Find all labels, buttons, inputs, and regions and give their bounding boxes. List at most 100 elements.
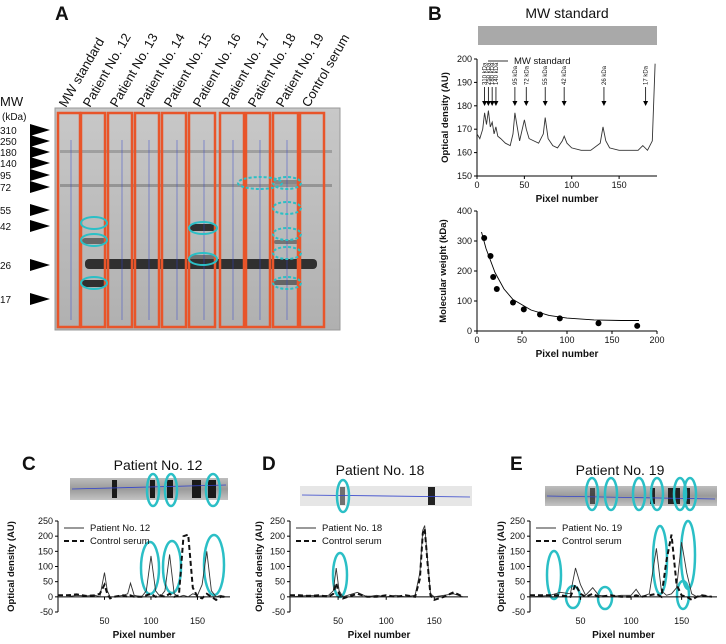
y-tick-label: 0: [280, 592, 285, 602]
peak-label: 310 kDa: [483, 62, 489, 85]
x-tick-label: 50: [519, 180, 529, 190]
y-tick-label: 100: [510, 562, 525, 572]
mw-marker-label: 95: [0, 171, 12, 182]
y-axis-label: Molecular weight (kDa): [438, 219, 449, 322]
panel-label: E: [510, 454, 523, 475]
mw-marker-label: 140: [0, 159, 17, 170]
x-tick-label: 50: [576, 616, 586, 626]
charts: 150 160 170 180 190 200 0 50 100 150 Pixel number O…: [6, 5, 717, 641]
mw-arrow: [30, 220, 50, 232]
y-tick-label: 250: [270, 516, 285, 526]
mw-marker-label: 310: [0, 126, 17, 137]
legend-label: Patient No. 12: [90, 523, 150, 534]
data-point: [520, 306, 527, 313]
y-axis-label: Optical density (AU): [496, 521, 507, 612]
peak-label: 42 kDa: [562, 65, 568, 85]
mw-arrow: [30, 124, 50, 136]
y-tick-label: 250: [38, 516, 53, 526]
y-tick-label: 300: [457, 236, 472, 246]
legend-label: Patient No. 19: [562, 523, 622, 534]
x-tick-label: 150: [612, 180, 627, 190]
legend-label: Control serum: [562, 536, 622, 547]
data-line: [530, 534, 713, 602]
y-tick-label: 200: [38, 531, 53, 541]
x-tick-label: 100: [143, 616, 158, 626]
legend-label: MW standard: [514, 56, 571, 67]
y-tick-label: 180: [457, 101, 472, 111]
peak-arrowhead: [523, 101, 529, 106]
y-tick-label: 400: [457, 206, 472, 216]
x-axis-label: Pixel number: [113, 630, 176, 641]
x-tick-label: 100: [379, 616, 394, 626]
data-point: [490, 274, 497, 280]
x-tick-label: 100: [564, 180, 579, 190]
mw-arrow: [30, 181, 50, 193]
y-axis-label: Optical density (AU): [254, 521, 265, 612]
mw-header: MW: [0, 94, 24, 109]
y-tick-label: 200: [457, 54, 472, 64]
panel-label: A: [55, 4, 69, 25]
mw-arrow: [30, 259, 50, 271]
legend-label: Patient No. 18: [322, 523, 382, 534]
mw-arrow: [30, 204, 50, 216]
x-tick-label: 50: [333, 616, 343, 626]
y-tick-label: 200: [270, 531, 285, 541]
legend-label: Control serum: [322, 536, 382, 547]
y-tick-label: 0: [520, 592, 525, 602]
data-point: [510, 299, 516, 306]
peak-arrowhead: [601, 101, 607, 106]
y-tick-label: 160: [457, 148, 472, 158]
mw-marker-label: 17: [0, 295, 12, 306]
peak-label: 72 kDa: [524, 65, 530, 85]
chart-title: Patient No. 18: [336, 462, 425, 478]
mw-arrow: [30, 135, 50, 147]
x-tick-label: 150: [190, 616, 205, 626]
x-axis-label: Pixel number: [592, 630, 655, 641]
peak-label: 140 kDa: [494, 62, 500, 85]
data-line: [58, 551, 226, 598]
y-tick-label: 50: [275, 577, 285, 587]
panel-label: C: [22, 454, 36, 475]
x-tick-label: 0: [474, 180, 479, 190]
y-tick-label: 100: [270, 562, 285, 572]
mw-marker-label: 250: [0, 137, 17, 148]
x-tick-label: 200: [649, 335, 664, 345]
mw-marker-label: 180: [0, 148, 17, 159]
peak-arrowhead: [643, 101, 649, 106]
peak-arrowhead: [482, 101, 488, 106]
y-tick-label: 150: [510, 546, 525, 556]
panel-label: D: [262, 454, 276, 475]
mw-marker-label: 42: [0, 222, 12, 233]
data-point: [634, 322, 641, 329]
y-axis-label: Optical density (AU): [440, 72, 451, 163]
y-tick-label: 150: [270, 546, 285, 556]
x-tick-label: 0: [474, 335, 479, 345]
x-tick-label: 100: [559, 335, 574, 345]
y-tick-label: 50: [515, 577, 525, 587]
y-tick-label: -50: [40, 607, 53, 617]
y-tick-label: 100: [457, 296, 472, 306]
y-tick-label: 0: [48, 592, 53, 602]
mw-unit: (kDa): [2, 112, 26, 123]
y-tick-label: 150: [457, 171, 472, 181]
mw-arrow: [30, 169, 50, 181]
x-axis-label: Pixel number: [348, 630, 411, 641]
data-line: [481, 231, 639, 321]
data-line: [476, 63, 656, 152]
x-tick-label: 150: [674, 616, 689, 626]
peak-arrowhead: [493, 101, 499, 106]
y-tick-label: 150: [38, 546, 53, 556]
peak-arrowhead: [489, 101, 495, 106]
peak-label: 180 kDa: [490, 62, 496, 85]
y-tick-label: 100: [38, 562, 53, 572]
peak-label: 26 kDa: [602, 65, 608, 85]
mw-marker-label: 26: [0, 261, 12, 272]
x-tick-label: 50: [517, 335, 527, 345]
x-tick-label: 150: [604, 335, 619, 345]
y-tick-label: -50: [272, 607, 285, 617]
legend-label: Control serum: [90, 536, 150, 547]
y-tick-label: 0: [467, 326, 472, 336]
x-axis-label: Pixel number: [536, 349, 599, 360]
x-axis-label: Pixel number: [536, 194, 599, 205]
